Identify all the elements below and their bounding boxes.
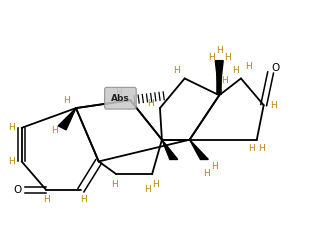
Polygon shape bbox=[215, 61, 223, 95]
Text: H: H bbox=[8, 157, 15, 166]
Polygon shape bbox=[58, 108, 76, 130]
Text: H: H bbox=[270, 101, 277, 110]
Text: H: H bbox=[152, 180, 158, 189]
FancyBboxPatch shape bbox=[105, 87, 136, 109]
Text: H: H bbox=[208, 53, 215, 62]
Text: H: H bbox=[115, 88, 122, 97]
Text: H: H bbox=[173, 66, 180, 75]
Text: O: O bbox=[13, 185, 22, 195]
Text: H: H bbox=[51, 126, 58, 135]
Text: H: H bbox=[144, 185, 150, 194]
Text: H: H bbox=[43, 195, 50, 204]
Text: H: H bbox=[203, 169, 210, 178]
Text: H: H bbox=[248, 144, 255, 153]
Text: H: H bbox=[8, 123, 15, 132]
Polygon shape bbox=[190, 140, 208, 159]
Text: O: O bbox=[271, 63, 280, 73]
Text: H: H bbox=[216, 46, 222, 55]
Polygon shape bbox=[162, 140, 178, 159]
Text: H: H bbox=[246, 62, 252, 71]
Text: H: H bbox=[63, 96, 70, 105]
Text: H: H bbox=[147, 99, 154, 108]
Text: H: H bbox=[111, 180, 118, 189]
Text: H: H bbox=[211, 162, 218, 171]
Text: Abs: Abs bbox=[111, 94, 130, 103]
Text: H: H bbox=[224, 53, 231, 62]
Text: H: H bbox=[232, 66, 238, 75]
Text: H: H bbox=[221, 76, 227, 85]
Text: H: H bbox=[258, 144, 265, 153]
Text: H: H bbox=[80, 195, 87, 204]
